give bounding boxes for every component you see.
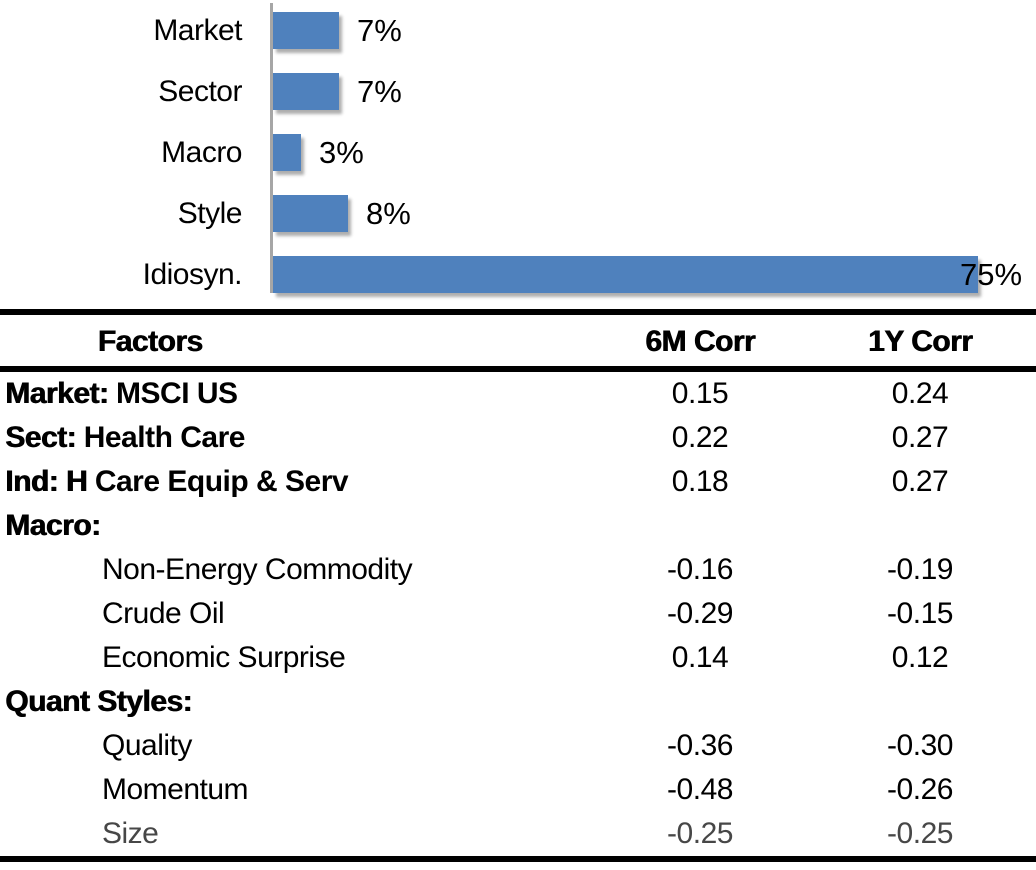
category-label: Macro [161, 136, 242, 169]
bar-row: Macro 3% [0, 134, 1036, 171]
bar-row: Sector 7% [0, 73, 1036, 110]
table-row: Momentum -0.48 -0.26 [0, 768, 1036, 812]
cell-1y-corr: 0.24 [891, 377, 949, 410]
row-prefix: Macro: [5, 509, 101, 542]
cell-6m-corr: -0.16 [667, 553, 733, 586]
bar-market [273, 12, 339, 49]
bar-idiosyn [273, 256, 978, 293]
row-prefix: Sect: [5, 421, 76, 454]
row-label: Sect: Health Care [5, 416, 245, 460]
bar-value-label: 7% [357, 74, 402, 109]
row-label: Quant Styles: [5, 680, 192, 724]
risk-contribution-bar-chart: Market 7% Sector 7% Macro 3% Style 8% Idiosyn. 75… [0, 0, 1036, 309]
cell-1y-corr: 0.12 [891, 641, 949, 674]
bar-value-label: 8% [366, 196, 411, 231]
row-name: Non-Energy Commodity [102, 553, 413, 586]
row-label: Non-Energy Commodity [102, 548, 413, 592]
table-row: Size -0.25 -0.25 [0, 812, 1036, 856]
cell-6m-corr: 0.22 [671, 421, 729, 454]
row-name: Health Care [83, 421, 246, 454]
cell-6m-corr: -0.48 [667, 773, 733, 806]
table-row: Economic Surprise 0.14 0.12 [0, 636, 1036, 680]
row-label: Economic Surprise [102, 636, 346, 680]
correlation-table-body: Market: MSCI US 0.15 0.24 Sect: Health Care… [0, 372, 1036, 856]
row-name: Momentum [102, 773, 249, 806]
bar-macro [273, 134, 301, 171]
table-row: Quality -0.36 -0.30 [0, 724, 1036, 768]
cell-1y-corr: -0.26 [887, 773, 953, 806]
cell-1y-corr: -0.19 [887, 553, 953, 586]
row-name: Size [102, 817, 159, 850]
header-1y-corr: 1Y Corr [867, 325, 973, 358]
category-label: Market [153, 14, 242, 47]
bar-style [273, 195, 348, 232]
cell-6m-corr: -0.25 [667, 817, 733, 850]
row-label: Crude Oil [102, 592, 225, 636]
row-label: Size [102, 812, 159, 856]
cell-6m-corr: 0.18 [671, 465, 729, 498]
cell-6m-corr: -0.36 [667, 729, 733, 762]
bar-value-label: 7% [357, 13, 402, 48]
table-row: Crude Oil -0.29 -0.15 [0, 592, 1036, 636]
category-label: Sector [158, 75, 242, 108]
cell-1y-corr: 0.27 [891, 421, 949, 454]
row-label: Ind: H Care Equip & Serv [5, 460, 349, 504]
cell-1y-corr: 0.27 [891, 465, 949, 498]
bar-row: Idiosyn. 75% [0, 256, 1036, 293]
bar-value-label: 3% [319, 135, 364, 170]
row-prefix: Quant Styles: [5, 685, 192, 718]
cell-6m-corr: 0.15 [671, 377, 729, 410]
cell-6m-corr: -0.29 [667, 597, 733, 630]
bar-row: Market 7% [0, 12, 1036, 49]
table-row: Macro: [0, 504, 1036, 548]
row-name: MSCI US [116, 377, 238, 410]
category-label: Style [177, 197, 243, 230]
table-row: Non-Energy Commodity -0.16 -0.19 [0, 548, 1036, 592]
row-name: Quality [102, 729, 192, 762]
row-name: Care Equip & Serv [94, 465, 349, 498]
row-label: Macro: [5, 504, 101, 548]
bar-sector [273, 73, 339, 110]
row-label: Market: MSCI US [5, 372, 238, 416]
cell-1y-corr: -0.15 [887, 597, 953, 630]
cell-1y-corr: -0.25 [887, 817, 953, 850]
table-top-border [0, 309, 1036, 315]
header-factors: Factors [97, 325, 203, 358]
y-axis-line [270, 3, 273, 293]
header-6m-corr: 6M Corr [645, 325, 755, 358]
table-row: Ind: H Care Equip & Serv 0.18 0.27 [0, 460, 1036, 504]
cell-6m-corr: 0.14 [671, 641, 729, 674]
table-row: Sect: Health Care 0.22 0.27 [0, 416, 1036, 460]
bar-row: Style 8% [0, 195, 1036, 232]
table-row: Market: MSCI US 0.15 0.24 [0, 372, 1036, 416]
row-prefix: Ind: H [5, 465, 87, 498]
table-header-divider [0, 366, 1036, 372]
table-bottom-border [0, 856, 1036, 862]
row-name: Economic Surprise [102, 641, 346, 674]
cell-1y-corr: -0.30 [887, 729, 953, 762]
bar-value-label: 75% [960, 257, 1023, 292]
row-label: Momentum [102, 768, 249, 812]
row-label: Quality [102, 724, 192, 768]
row-name: Crude Oil [102, 597, 225, 630]
row-prefix: Market: [5, 377, 109, 410]
category-label: Idiosyn. [142, 258, 243, 291]
table-row: Quant Styles: [0, 680, 1036, 724]
table-header-row: Factors 6M Corr 1Y Corr [0, 315, 1036, 366]
